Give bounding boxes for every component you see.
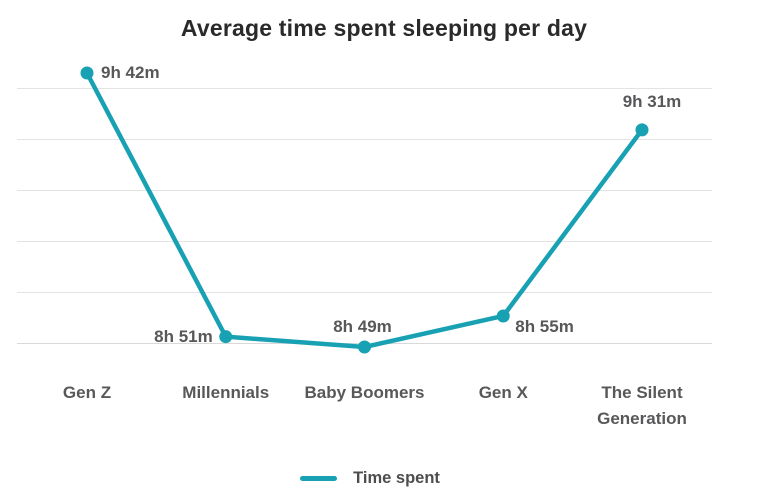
x-axis-label: The Silent Generation [597, 383, 687, 428]
data-point-value-label: 9h 42m [101, 63, 160, 82]
data-point-value-label: 8h 49m [333, 317, 392, 336]
gridline [17, 139, 712, 140]
data-point [219, 330, 233, 344]
legend-line-swatch [300, 476, 338, 481]
gridline [17, 343, 712, 344]
x-axis-label: Baby Boomers [304, 383, 425, 402]
gridline [17, 241, 712, 242]
x-axis-label: Gen X [478, 383, 528, 402]
gridline [17, 292, 712, 293]
data-point-value-label: 8h 55m [515, 316, 574, 336]
chart-title: Average time spent sleeping per day [180, 15, 588, 41]
legend-label: Time spent [353, 469, 440, 487]
data-point [635, 123, 649, 137]
legend: Time spent [0, 469, 754, 488]
data-point [80, 66, 94, 80]
data-point-value-label: 9h 31m [622, 91, 682, 111]
time-spent-line [84, 70, 645, 350]
gridline [17, 190, 712, 191]
gridline [17, 88, 712, 89]
x-axis-label: Millennials [182, 383, 270, 402]
data-point [496, 309, 510, 323]
x-axis-label: Gen Z [62, 383, 112, 402]
data-point-value-label: 8h 51m [154, 326, 213, 346]
